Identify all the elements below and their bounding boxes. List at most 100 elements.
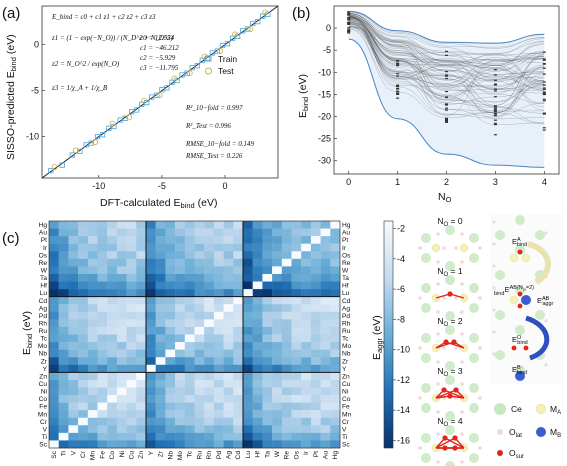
heatmap-cell (49, 319, 59, 328)
y-tick-label-left: Re (39, 260, 48, 267)
heatmap-cell (146, 387, 156, 396)
x-tick-label: Ag (225, 451, 232, 459)
data-mark (445, 104, 448, 106)
heatmap-cell (281, 364, 292, 373)
heatmap-cell (87, 296, 98, 305)
data-mark (445, 50, 448, 53)
heatmap-cell (320, 221, 331, 229)
heatmap-cell (233, 289, 244, 297)
y-tick-label-right: Nb (342, 351, 351, 358)
y-tick-label-right: Re (342, 260, 351, 267)
heatmap-cell (310, 357, 321, 365)
train-point (129, 109, 135, 115)
heatmap-cell (194, 425, 205, 434)
heatmap-cell (146, 258, 156, 267)
heatmap-cell (49, 425, 59, 434)
heatmap-cell (272, 281, 282, 290)
heatmap-cell (87, 326, 98, 335)
eq-z1: z1 = (1 − exp(−N_O)) / (N_D^2 + N_O^2) (51, 34, 174, 42)
heatmap-cell (204, 334, 215, 343)
heatmap-cell (252, 296, 263, 305)
heatmap-cell (252, 440, 263, 449)
heatmap-cell (330, 402, 341, 411)
heatmap-cell (146, 266, 156, 275)
heatmap-cell (213, 289, 224, 297)
heatmap-cell (87, 334, 98, 343)
heatmap-cell (213, 236, 224, 244)
heatmap-cell (320, 236, 331, 244)
heatmap-cell (320, 379, 331, 388)
structure-title: NO = 2 (437, 316, 462, 328)
train-point (77, 148, 83, 154)
heatmap-cell (194, 410, 205, 418)
heatmap-cell (272, 326, 282, 335)
heatmap-cell (175, 326, 185, 335)
heatmap-cell (68, 311, 79, 320)
heatmap-cell (194, 251, 205, 260)
heatmap-cell (320, 349, 331, 358)
heatmap-cell (223, 281, 234, 290)
ce-atom (445, 375, 455, 385)
lattice-o-atom (478, 396, 482, 400)
heatmap-cell (252, 228, 263, 237)
heatmap-cell (126, 425, 137, 434)
x-tick-label: Au (322, 451, 329, 459)
data-mark (445, 121, 448, 123)
heatmap-cell (262, 243, 273, 252)
data-mark (493, 112, 497, 114)
heatmap-cell (58, 236, 69, 244)
heatmap-cell (184, 440, 195, 449)
heatmap-cell (194, 334, 205, 343)
heatmap-cell (213, 364, 224, 373)
trajectory-line (348, 26, 545, 125)
train-point (245, 26, 251, 32)
heatmap-cell (78, 387, 88, 396)
heatmap-diagonal-cell (223, 304, 234, 312)
train-point (69, 152, 75, 158)
y-tick-label-right: Co (342, 396, 351, 403)
heatmap-cell (194, 243, 205, 252)
heatmap-cell (291, 425, 302, 434)
heatmap-cell (213, 379, 224, 388)
heatmap-cell (291, 258, 302, 267)
heatmap-cell (194, 372, 205, 381)
lattice-o-atom (460, 460, 464, 464)
heatmap-cell (233, 372, 244, 381)
ce-atom (421, 353, 431, 363)
heatmap-cell (78, 296, 88, 305)
data-mark (445, 120, 448, 123)
heatmap-cell (175, 236, 185, 244)
heatmap-cell (49, 357, 59, 365)
heatmap-cell (291, 432, 302, 441)
train-point (94, 134, 101, 140)
panel-a-ylabel: SISSO-predicted Ebind (eV) (5, 34, 18, 160)
y-tick-label-right: Sc (342, 442, 350, 449)
heatmap-cell (223, 440, 234, 449)
heatmap-cell (194, 281, 205, 290)
heatmap-cell (330, 387, 341, 396)
heatmap-cell (310, 417, 321, 426)
heatmap-cell (272, 319, 282, 328)
heatmap-cell (58, 364, 69, 373)
heatmap-cell (155, 236, 166, 244)
heatmap-cell (310, 432, 321, 441)
legend-olat-label: Olat (509, 427, 522, 439)
heatmap-cell (272, 372, 282, 381)
heatmap-cell (310, 402, 321, 411)
y-tick-label-right: Fe (342, 404, 350, 411)
heatmap-cell (155, 432, 166, 441)
ce-atom (445, 411, 455, 421)
heatmap-cell (184, 296, 195, 305)
surface-o-bond (435, 389, 457, 399)
heatmap-cell (320, 342, 331, 350)
heatmap-cell (175, 281, 185, 290)
heatmap-cell (223, 342, 234, 350)
eq-z3: z3 = 1/χ_A + 1/χ_B (51, 84, 108, 92)
train-point (255, 19, 261, 25)
train-point (219, 42, 226, 49)
heatmap-cell (272, 296, 282, 305)
heatmap-cell (330, 258, 341, 267)
heatmap-cell (165, 236, 176, 244)
heatmap-cell (310, 319, 321, 328)
data-mark (542, 113, 546, 115)
